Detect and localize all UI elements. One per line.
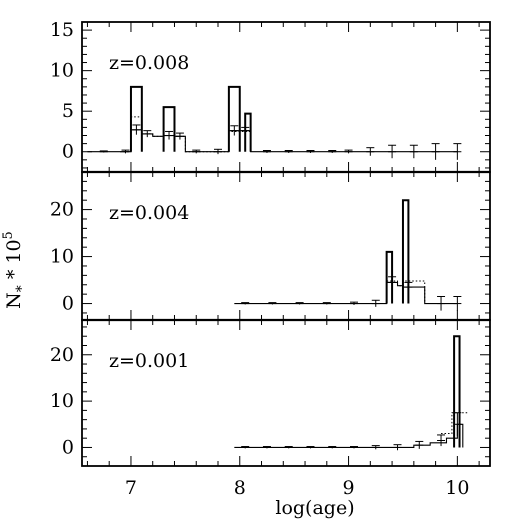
y-tick-label: 0 (62, 141, 74, 163)
model-step-dotted (381, 280, 426, 305)
error-bar (241, 446, 250, 449)
observed-bar (244, 112, 252, 152)
panel-2: 0 10 20 z=0.004 (50, 171, 491, 321)
error-bar (415, 440, 424, 449)
error-bar (306, 446, 315, 449)
panel-frame (81, 171, 491, 321)
model-step-solid (87, 129, 458, 153)
panel-label: z=0.004 (109, 202, 189, 224)
y-tick-label: 0 (62, 293, 74, 315)
error-bar (99, 150, 108, 153)
y-tick-label: 10 (50, 246, 74, 268)
error-bar (165, 130, 174, 140)
panel-frame (81, 319, 491, 467)
error-bar (404, 281, 413, 292)
error-bar (121, 149, 130, 154)
error-bar (388, 144, 397, 159)
error-bar (322, 302, 331, 305)
observed-bar (385, 250, 394, 304)
error-bar (453, 143, 462, 160)
error-bar (388, 276, 397, 289)
error-bar (306, 150, 315, 153)
y-tick-label: 10 (50, 390, 74, 412)
x-tick-label: 7 (125, 477, 137, 499)
y-tick-label: 5 (62, 100, 74, 122)
observed-bar (401, 199, 410, 304)
panel-1: 0 5 10 15 z=0.008 (50, 19, 491, 173)
model-step-solid (234, 423, 464, 449)
panel-label: z=0.008 (109, 52, 189, 74)
error-bar (344, 149, 353, 154)
y-tick-label: 20 (50, 344, 74, 366)
x-tick-label: 8 (234, 477, 246, 499)
panel-frame (81, 21, 491, 173)
error-bar (350, 446, 358, 449)
error-bar (241, 126, 250, 134)
error-bar (453, 296, 462, 311)
y-tick-label: 20 (50, 199, 74, 221)
error-bar (268, 302, 277, 305)
error-bar (437, 434, 446, 447)
error-bar (431, 143, 440, 160)
observed-bar (227, 85, 241, 152)
panels-group: 0 5 10 15 z=0.008 0 10 20 z=0.004 0 10 20 z=0.001 (50, 19, 491, 467)
error-bar (371, 299, 380, 307)
error-bar (262, 150, 271, 153)
error-bar (350, 301, 358, 305)
error-bar (241, 302, 250, 305)
error-bar (214, 148, 222, 155)
error-bar (437, 296, 446, 311)
error-bar (284, 150, 293, 153)
observed-bar (162, 106, 176, 152)
error-bar (328, 150, 337, 153)
error-bar (143, 130, 152, 138)
error-bar (262, 446, 271, 449)
error-bar (393, 444, 402, 451)
x-tick-label: 9 (343, 477, 355, 499)
error-bar (192, 149, 201, 154)
panel-3: 0 10 20 z=0.001 (50, 319, 491, 467)
error-bar (132, 124, 141, 135)
error-bar (230, 125, 239, 136)
panel-label: z=0.001 (109, 350, 189, 372)
observed-bar (129, 85, 143, 152)
y-tick-label: 15 (50, 19, 74, 41)
error-bar (409, 144, 418, 159)
error-bar (371, 445, 380, 450)
y-tick-label: 10 (50, 60, 74, 82)
observed-bar (453, 335, 461, 448)
error-bar (284, 446, 293, 449)
model-step-solid (234, 281, 458, 305)
y-axis-label: N* * 105 (1, 231, 30, 309)
error-bar (175, 132, 184, 140)
x-axis-group: 7 8 9 10 (125, 477, 470, 499)
error-bar (453, 412, 462, 436)
error-bar (366, 147, 375, 156)
error-bar (328, 446, 337, 449)
error-bar (295, 302, 304, 305)
x-axis-label: log(age) (275, 497, 354, 519)
y-tick-label: 0 (62, 436, 74, 458)
x-tick-label: 10 (445, 477, 469, 499)
